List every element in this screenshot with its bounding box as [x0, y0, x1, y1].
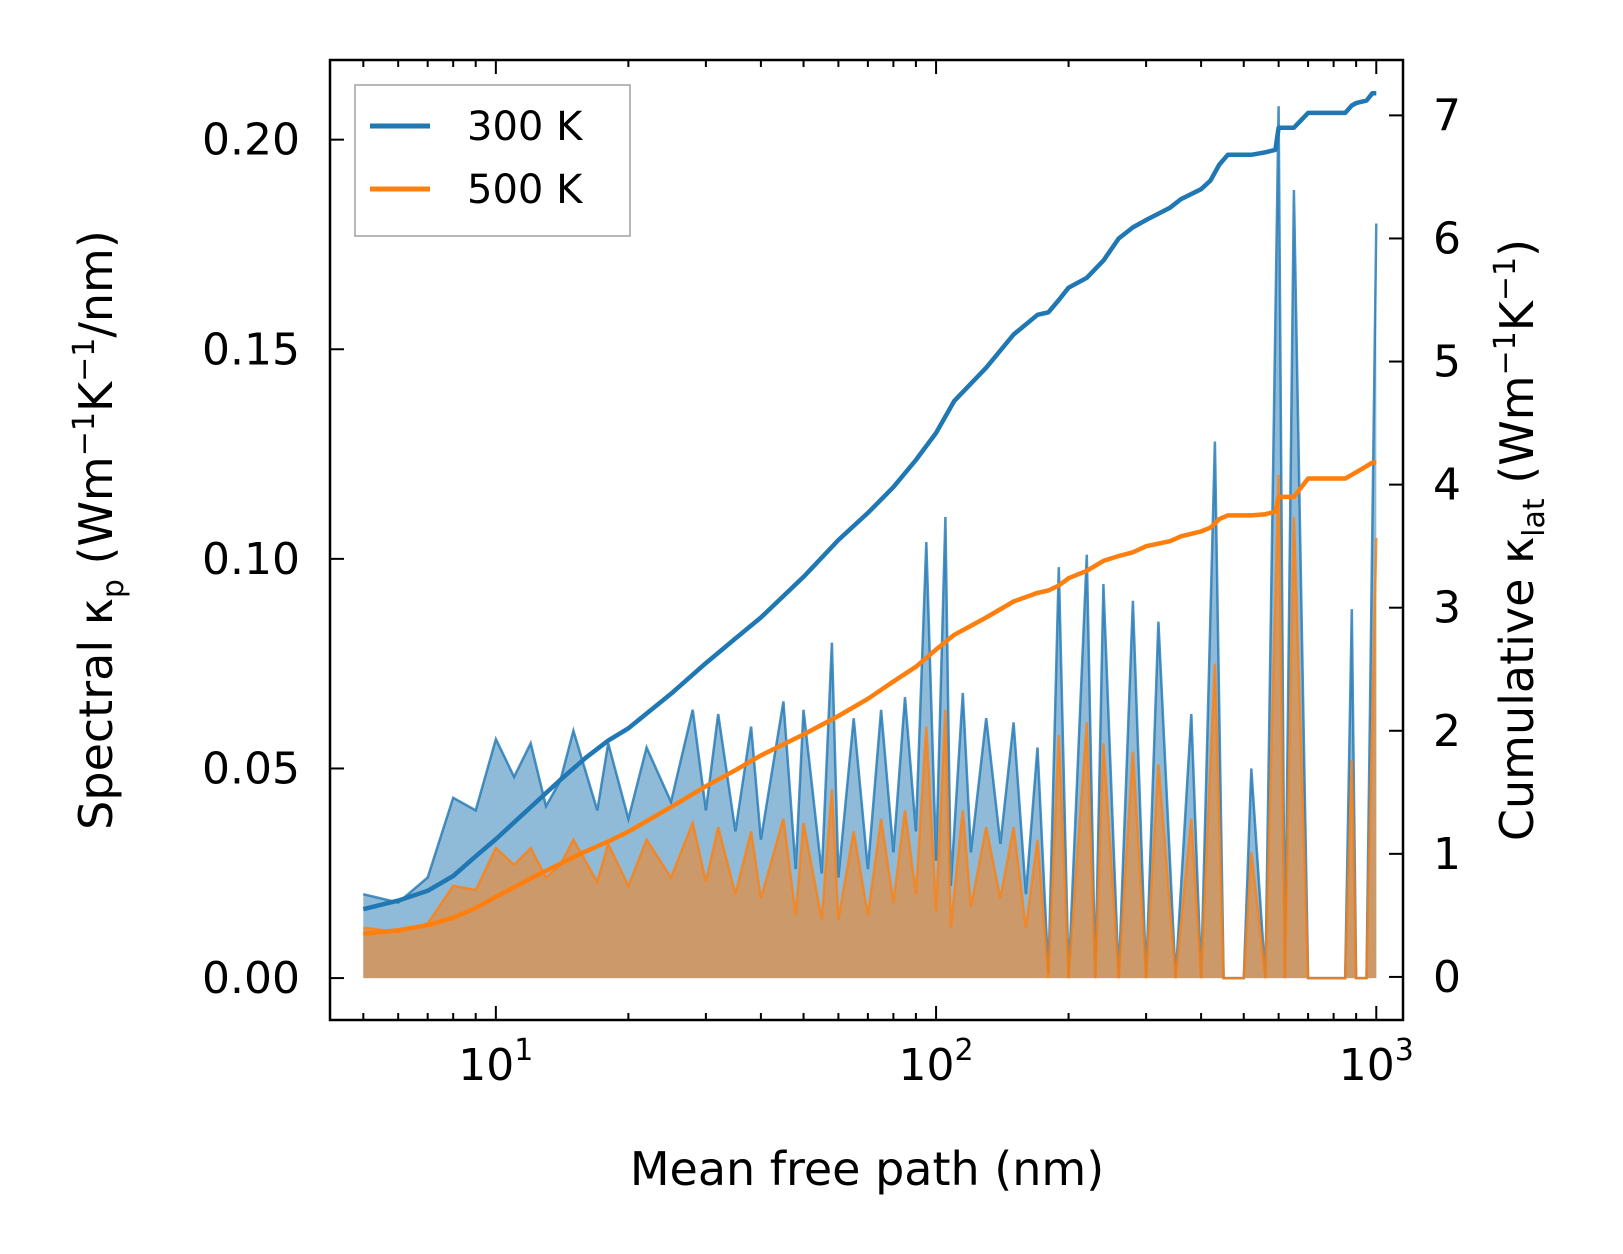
x-axis-title: Mean free path (nm) — [630, 1142, 1104, 1196]
axes: 0.00 0.05 0.10 0.15 0.20 0 1 2 3 4 5 6 7 101 102 103 — [202, 58, 1461, 1091]
right-y-tick-label: 7 — [1433, 90, 1461, 141]
left-y-axis-title: Spectral κp (Wm−1K−1/nm) — [67, 230, 131, 830]
x-tick-label: 103 — [1339, 1033, 1414, 1091]
legend-label-500k: 500 K — [467, 167, 584, 213]
x-tick-label: 102 — [899, 1033, 974, 1091]
right-y-axis-title: Cumulative κlat (Wm−1K−1) — [1488, 239, 1552, 841]
right-y-tick-label: 6 — [1433, 213, 1461, 264]
right-y-tick-label: 5 — [1433, 337, 1461, 388]
x-tick-label: 101 — [458, 1033, 533, 1091]
right-y-tick-label: 2 — [1433, 706, 1461, 757]
left-y-tick-label: 0.05 — [202, 743, 300, 794]
right-y-tick-label: 4 — [1433, 460, 1461, 511]
right-y-tick-label: 1 — [1433, 829, 1461, 880]
spectral-area-500k — [363, 475, 1377, 979]
legend: 300 K 500 K — [354, 84, 631, 237]
left-y-tick-label: 0.15 — [202, 324, 300, 375]
cumulative-line-500k — [363, 460, 1377, 937]
legend-label-300k: 300 K — [467, 104, 584, 150]
right-y-tick-label: 0 — [1433, 952, 1461, 1003]
right-y-tick-label: 3 — [1433, 583, 1461, 634]
plot-frame — [328, 58, 1405, 1022]
left-y-tick-label: 0.20 — [202, 115, 300, 166]
left-y-tick-label: 0.10 — [202, 534, 300, 585]
spectral-line-500k — [363, 474, 1378, 980]
cumulative-line-300k — [362, 90, 1377, 912]
legend-box — [354, 84, 631, 237]
left-y-tick-label: 0.00 — [202, 953, 300, 1004]
plot-area — [362, 90, 1378, 980]
